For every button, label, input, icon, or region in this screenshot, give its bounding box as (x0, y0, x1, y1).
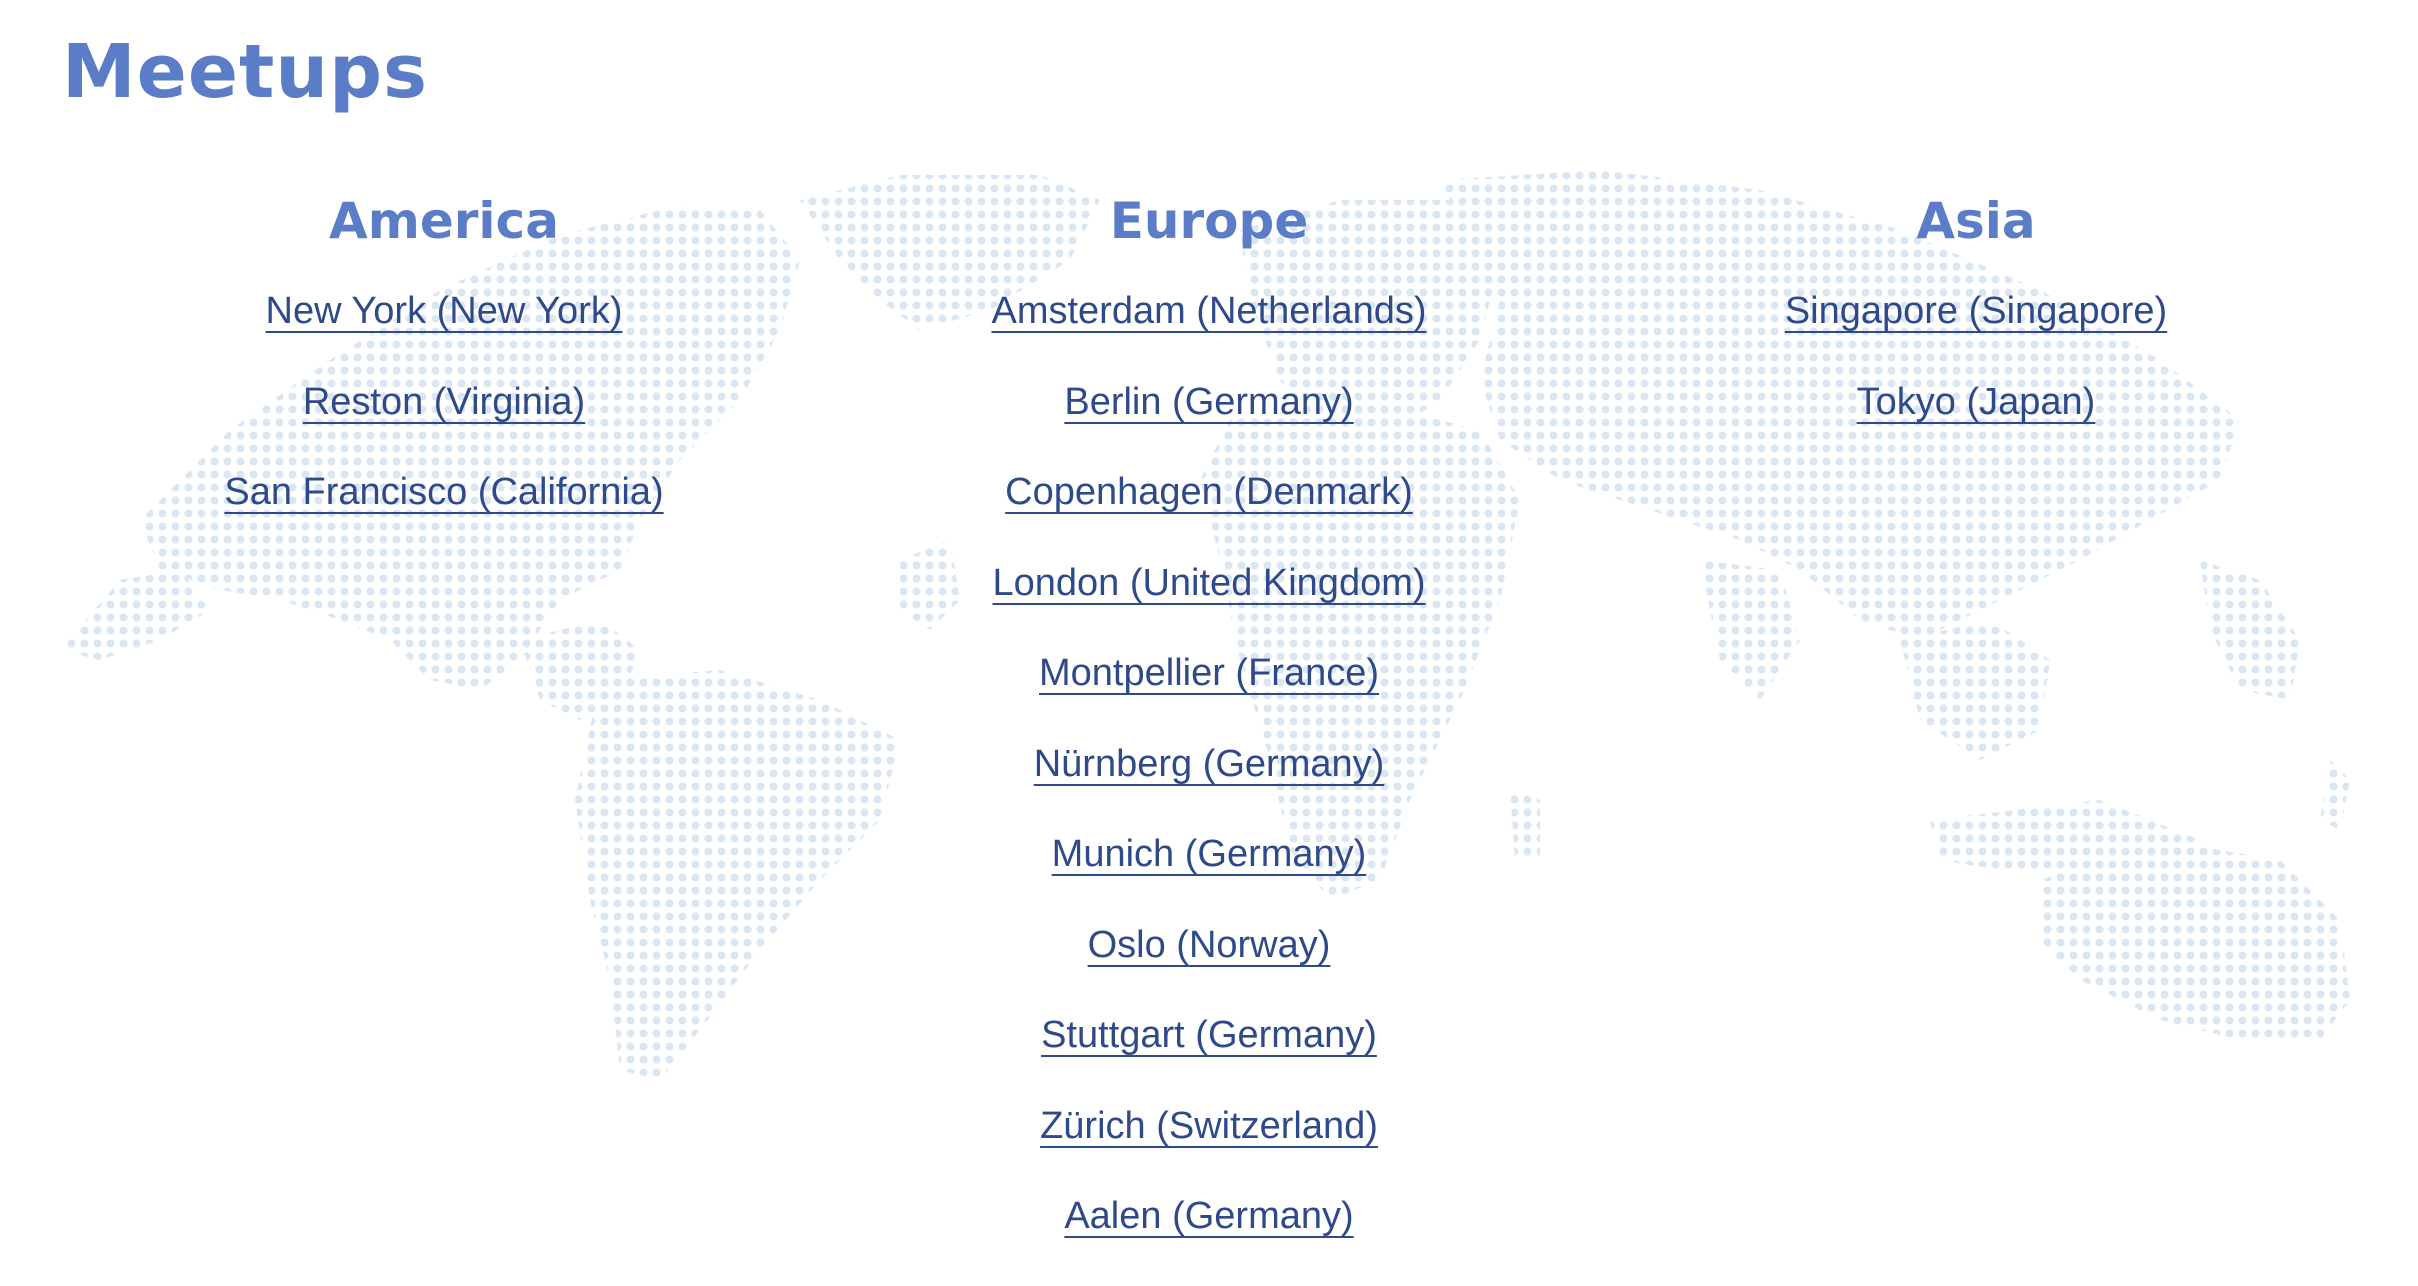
list-item: New York (New York) (94, 266, 794, 357)
list-item: Berlin (Germany) (859, 357, 1559, 448)
list-item: San Francisco (California) (94, 447, 794, 538)
list-item: Amsterdam (Netherlands) (859, 266, 1559, 357)
meetup-link-tokyo[interactable]: Tokyo (Japan) (1856, 380, 2096, 423)
meetup-link-london[interactable]: London (United Kingdom) (992, 561, 1426, 604)
list-item: Zürich (Switzerland) (859, 1081, 1559, 1172)
meetup-list-asia: Singapore (Singapore) Tokyo (Japan) (1626, 266, 2326, 447)
region-heading-europe: Europe (1109, 192, 1309, 250)
list-item: Stuttgart (Germany) (859, 990, 1559, 1081)
region-america: America New York (New York) Reston (Virg… (94, 186, 794, 538)
list-item: Nürnberg (Germany) (859, 719, 1559, 810)
meetup-link-aalen[interactable]: Aalen (Germany) (1064, 1195, 1354, 1237)
map-japan (2200, 560, 2300, 700)
list-item: Oslo (Norway) (859, 900, 1559, 991)
meetup-list-america: New York (New York) Reston (Virginia) Sa… (94, 266, 794, 538)
meetup-link-copenhagen[interactable]: Copenhagen (Denmark) (1005, 471, 1413, 513)
region-heading-america: America (329, 192, 559, 250)
page-title: Meetups (62, 29, 429, 115)
region-heading-asia: Asia (1916, 192, 2036, 250)
list-item: Reston (Virginia) (94, 357, 794, 448)
region-europe: Europe Amsterdam (Netherlands) Berlin (G… (859, 186, 1559, 1262)
list-item: Munich (Germany) (859, 809, 1559, 900)
list-item: Singapore (Singapore) (1626, 266, 2326, 357)
meetup-link-amsterdam[interactable]: Amsterdam (Netherlands) (991, 290, 1427, 332)
list-item: Montpellier (France) (859, 628, 1559, 719)
map-southeast-asia (1900, 620, 2050, 760)
meetup-link-munich[interactable]: Munich (Germany) (1051, 833, 1367, 875)
region-asia: Asia Singapore (Singapore) Tokyo (Japan) (1626, 186, 2326, 447)
meetup-link-berlin[interactable]: Berlin (Germany) (1064, 380, 1354, 423)
list-item: Tokyo (Japan) (1626, 357, 2326, 448)
meetup-link-stuttgart[interactable]: Stuttgart (Germany) (1041, 1014, 1377, 1056)
meetup-link-singapore[interactable]: Singapore (Singapore) (1784, 290, 2168, 332)
meetup-link-reston[interactable]: Reston (Virginia) (302, 380, 586, 423)
map-central-america (520, 620, 640, 720)
meetup-link-new-york[interactable]: New York (New York) (265, 290, 623, 332)
map-new-zealand (2320, 760, 2350, 830)
list-item: Copenhagen (Denmark) (859, 447, 1559, 538)
meetup-link-oslo[interactable]: Oslo (Norway) (1087, 923, 1331, 966)
meetup-link-zurich[interactable]: Zürich (Switzerland) (1040, 1104, 1378, 1147)
meetup-list-europe: Amsterdam (Netherlands) Berlin (Germany)… (859, 266, 1559, 1262)
map-india (1700, 560, 1800, 700)
list-item: Aalen (Germany) (859, 1171, 1559, 1262)
meetup-link-san-francisco[interactable]: San Francisco (California) (224, 471, 664, 513)
map-south-america (575, 670, 900, 1080)
map-indonesia (1930, 800, 2200, 870)
map-alaska (60, 570, 210, 660)
meetup-link-nurnberg[interactable]: Nürnberg (Germany) (1033, 742, 1385, 785)
map-australia (2040, 840, 2350, 1040)
meetup-link-montpellier[interactable]: Montpellier (France) (1039, 652, 1379, 694)
list-item: London (United Kingdom) (859, 538, 1559, 629)
